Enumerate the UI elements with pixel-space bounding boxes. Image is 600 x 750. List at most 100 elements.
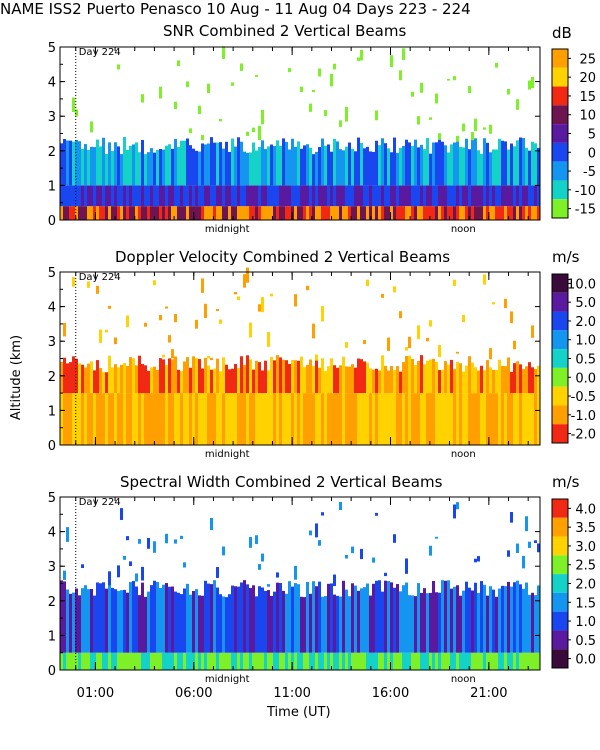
heat-cell (516, 393, 519, 445)
heat-cell (405, 206, 408, 220)
heat-cell (114, 185, 117, 207)
heat-cell (234, 393, 237, 445)
heat-cell (375, 206, 378, 220)
heat-cell (348, 142, 351, 186)
heat-cell (183, 588, 186, 653)
heat-cell (399, 393, 402, 445)
heat-cell (306, 652, 309, 670)
heat-cell (495, 393, 498, 445)
heat-cell (216, 393, 219, 445)
heat-cell (117, 393, 120, 445)
heat-cell (201, 595, 204, 653)
heat-cell (108, 305, 111, 309)
heat-cell (207, 143, 210, 186)
heat-cell (120, 508, 123, 520)
heat-cell (492, 149, 495, 186)
heat-cell (276, 582, 279, 653)
heat-cell (78, 185, 81, 207)
heat-cell (213, 142, 216, 186)
heat-cell (522, 555, 525, 569)
heat-cell (474, 652, 477, 670)
heat-cell (507, 652, 510, 670)
heat-cell (456, 652, 459, 670)
heat-cell (111, 587, 114, 653)
heat-cell (213, 580, 216, 653)
heat-cell (291, 586, 294, 653)
heat-cell (420, 144, 423, 186)
heat-cell (375, 140, 378, 186)
heat-cell (408, 185, 411, 207)
heat-cell (93, 206, 96, 220)
heat-cell (261, 587, 264, 653)
heat-cell (315, 586, 318, 653)
heat-cell (72, 393, 75, 445)
heat-cell (198, 393, 201, 445)
heat-cell (72, 356, 75, 394)
heat-cell (219, 118, 222, 122)
heat-cell (219, 319, 222, 324)
heat-cell (180, 140, 183, 186)
heat-cell (504, 366, 507, 394)
heat-cell (384, 580, 387, 653)
heat-cell (195, 206, 198, 220)
colorbar-label: 5.0 (575, 296, 596, 311)
heat-cell (96, 206, 99, 220)
heat-cell (492, 185, 495, 207)
heat-cell (225, 185, 228, 207)
heat-cell (339, 365, 342, 394)
heat-cell (357, 206, 360, 220)
heat-cell (429, 393, 432, 445)
x-tick-label: 01:00 (77, 686, 114, 701)
heat-cell (486, 185, 489, 207)
heat-cell (309, 393, 312, 445)
heat-cell (174, 393, 177, 445)
heat-cell (456, 185, 459, 207)
heat-cell (93, 652, 96, 670)
heat-cell (222, 393, 225, 445)
heat-cell (114, 652, 117, 670)
heat-cell (480, 581, 483, 653)
y-tick-label: 4 (48, 76, 56, 91)
colorbar-label: -1.0 (571, 409, 596, 424)
heat-cell (162, 652, 165, 670)
heat-cell (450, 588, 453, 653)
heat-cell (99, 206, 102, 220)
heat-cell (441, 206, 444, 220)
heat-cell (174, 101, 177, 109)
heat-cell (294, 206, 297, 220)
heat-cell (120, 154, 123, 186)
heat-cell (183, 140, 186, 186)
heat-cell (270, 206, 273, 220)
heat-cell (258, 564, 261, 570)
heat-cell (315, 354, 318, 361)
heat-cell (399, 652, 402, 670)
heat-cell (132, 144, 135, 186)
heat-cell (387, 393, 390, 445)
heat-cell (168, 144, 171, 186)
heat-cell (447, 580, 450, 653)
heat-cell (507, 550, 510, 557)
heat-cell (165, 533, 168, 544)
heat-cell (519, 206, 522, 220)
heat-cell (96, 139, 99, 186)
heat-cell (363, 185, 366, 207)
heat-cell (426, 206, 429, 220)
heat-cell (483, 206, 486, 220)
heat-cell (435, 206, 438, 220)
colorbar-label: -0.5 (571, 390, 596, 405)
heatmap-3 (60, 501, 540, 670)
heat-cell (60, 143, 63, 186)
heat-cell (504, 206, 507, 220)
heat-cell (216, 185, 219, 207)
heat-cell (87, 206, 90, 220)
heat-cell (495, 149, 498, 186)
heat-cell (387, 652, 390, 670)
heat-cell (300, 86, 303, 93)
heat-cell (135, 393, 138, 445)
heat-cell (339, 120, 342, 127)
heat-cell (75, 652, 78, 670)
heat-cell (513, 652, 516, 670)
heat-cell (396, 393, 399, 445)
heat-cell (453, 504, 456, 519)
heat-cell (300, 596, 303, 653)
